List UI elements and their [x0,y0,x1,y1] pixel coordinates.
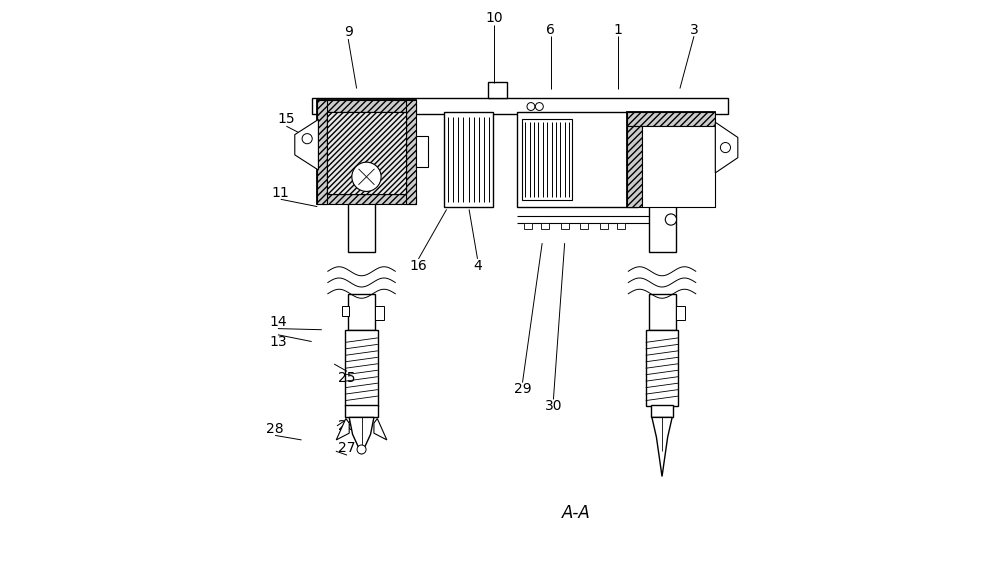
Bar [617,223,625,228]
Circle shape [720,142,731,153]
Polygon shape [374,419,387,440]
Bar [416,136,428,167]
Text: A-A: A-A [562,504,590,522]
Bar [317,194,416,204]
Bar [626,112,715,207]
Bar [317,100,416,112]
Text: 9: 9 [344,25,353,40]
Circle shape [665,214,677,225]
Circle shape [302,134,312,144]
Bar [317,100,416,204]
Bar [561,223,569,228]
Text: 10: 10 [486,11,503,25]
Bar [345,405,378,418]
Text: 3: 3 [690,23,698,37]
Bar [651,405,673,418]
Text: 25: 25 [338,371,356,385]
Circle shape [352,162,381,192]
Polygon shape [715,122,738,173]
Bar [522,119,572,200]
Circle shape [357,445,366,454]
Bar [342,306,349,316]
Bar [646,331,678,406]
Bar [348,201,375,251]
Text: 6: 6 [546,23,555,37]
Bar [600,223,608,228]
Bar [580,223,588,228]
Polygon shape [295,119,318,170]
Circle shape [535,103,543,111]
Text: 1: 1 [614,23,623,37]
Bar [312,98,728,114]
Bar [541,223,549,228]
Bar [406,100,416,204]
Text: 27: 27 [338,441,356,455]
Text: 13: 13 [269,334,287,349]
Polygon shape [349,418,374,454]
Bar [517,112,638,207]
Bar [642,126,715,207]
Bar [649,201,676,251]
Bar [348,294,375,331]
Bar [375,306,384,320]
Text: 4: 4 [473,259,482,273]
Bar [444,112,493,207]
Bar [626,126,642,207]
Circle shape [527,103,535,111]
Text: 28: 28 [266,421,284,436]
Text: 14: 14 [269,315,287,329]
Bar [327,112,406,194]
Bar [345,331,378,406]
Text: 30: 30 [545,399,562,413]
Bar [488,82,507,98]
Bar [649,294,676,331]
Text: 11: 11 [272,185,290,199]
Bar [626,112,715,126]
Text: 26: 26 [338,419,356,433]
Polygon shape [652,418,672,476]
Bar [317,100,327,204]
Text: 15: 15 [278,112,295,127]
Text: 16: 16 [410,259,427,273]
Polygon shape [336,419,349,440]
Bar [676,306,685,320]
Bar [524,223,532,228]
Text: 29: 29 [514,383,531,396]
Bar [327,112,406,194]
